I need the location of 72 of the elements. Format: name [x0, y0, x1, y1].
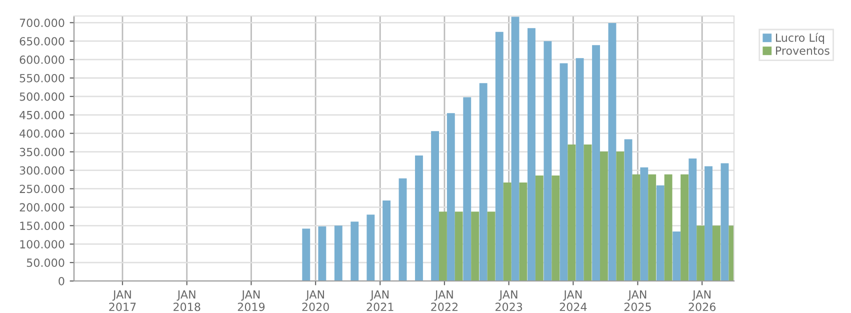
bar: [560, 63, 568, 281]
bar: [616, 151, 624, 281]
y-tick-label: 350.000: [20, 148, 64, 156]
y-tick-label: 400.000: [20, 129, 64, 138]
bar: [688, 158, 697, 281]
bar: [632, 174, 640, 281]
bar: [664, 174, 672, 281]
bar: [431, 131, 439, 281]
bar: [608, 23, 616, 281]
bar: [302, 228, 310, 281]
x-tick-label: JAN 2022: [431, 290, 458, 312]
bar: [584, 144, 592, 281]
bar: [712, 226, 720, 281]
bar: [398, 178, 407, 281]
bar: [528, 28, 536, 281]
x-tick-label: JAN 2017: [109, 290, 136, 312]
bar: [446, 113, 455, 281]
bar: [495, 32, 504, 281]
y-tick-label: 100.000: [20, 240, 64, 248]
y-tick-label: 0: [58, 276, 64, 286]
bar: [720, 163, 729, 281]
y-tick-label: 150.000: [20, 222, 64, 230]
y-tick-label: 700.000: [20, 18, 64, 28]
bar: [568, 144, 576, 281]
bar: [696, 226, 705, 281]
bar: [454, 212, 463, 281]
bar: [519, 182, 528, 281]
bar: [334, 226, 342, 281]
bar: [487, 212, 496, 281]
bar: [680, 174, 689, 281]
y-tick-label: 250.000: [20, 184, 64, 194]
y-tick-label: 50.000: [26, 258, 64, 267]
bar: [479, 83, 488, 281]
y-tick-label: 300.000: [20, 166, 64, 175]
x-tick-label: JAN 2021: [366, 290, 394, 312]
legend-label: Lucro Líq: [776, 32, 824, 44]
y-tick-label: 200.000: [20, 203, 64, 212]
y-tick-label: 500.000: [20, 92, 64, 101]
bar: [640, 167, 648, 281]
bar: [439, 212, 447, 281]
bar: [704, 166, 712, 281]
x-tick-label: JAN 2024: [560, 290, 587, 312]
x-tick-label: JAN 2025: [624, 290, 651, 312]
bar: [415, 156, 423, 281]
y-tick-label: 650.000: [20, 37, 64, 46]
bar: [672, 232, 681, 281]
y-tick-label: 550.000: [20, 74, 64, 82]
y-tick-label: 600.000: [20, 56, 64, 64]
bar: [318, 226, 326, 281]
bar: [382, 200, 391, 281]
bar: [600, 151, 608, 281]
bar: [648, 174, 656, 281]
bar: [366, 214, 375, 281]
x-tick-label: JAN 2018: [174, 290, 200, 312]
bar: [503, 182, 512, 281]
bar: [552, 175, 560, 281]
bar: [544, 41, 552, 281]
legend-label: Proventos: [776, 46, 830, 55]
bar: [535, 175, 544, 281]
x-tick-label: JAN 2019: [238, 290, 265, 312]
bar: [592, 45, 600, 281]
bar: [511, 16, 520, 281]
x-tick-label: JAN 2023: [496, 290, 522, 312]
bar: [576, 58, 584, 281]
x-tick-label: JAN 2020: [302, 290, 329, 312]
bar: [463, 97, 472, 281]
bar: [624, 139, 632, 281]
bar: [471, 212, 480, 281]
bar: [656, 185, 664, 281]
bar: [350, 222, 359, 281]
y-tick-label: 450.000: [20, 110, 64, 120]
x-tick-label: JAN 2026: [688, 290, 716, 312]
